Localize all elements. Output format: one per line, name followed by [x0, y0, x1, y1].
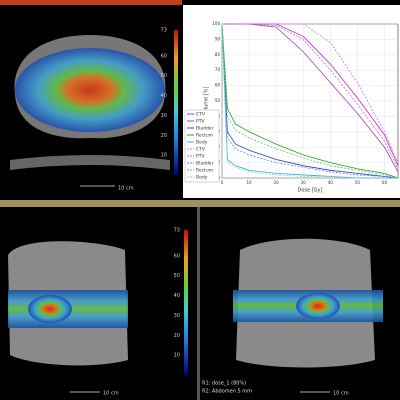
dvh-curve: [221, 23, 399, 179]
dvh-curve: [222, 23, 399, 163]
colorbar-tick-label: 30: [174, 313, 180, 319]
legend-label: Rectum: [196, 133, 213, 139]
dvh-curve: [222, 23, 399, 173]
coronal-view: R1: dose_1 (80%) R2: Abdomen 5 mm 10 cm: [202, 238, 383, 397]
table: [10, 155, 170, 170]
colorbar-tick-label: 40: [161, 93, 167, 99]
y-tick-label: 70: [215, 67, 221, 72]
legend-label: Bladder: [196, 161, 214, 167]
colorbar-tick-label: 73: [174, 228, 180, 234]
dvh-curve: [221, 23, 398, 179]
colorbar-tick-label: 10: [174, 353, 180, 359]
colorbar: [184, 230, 188, 375]
colorbar-tick-label: 40: [174, 293, 180, 299]
info-line: R2: Abdomen 5 mm: [202, 389, 252, 395]
x-tick-label: 30: [301, 180, 307, 185]
legend-label: CTV: [196, 112, 206, 118]
colorbar: [174, 30, 178, 175]
x-tick-label: 20: [274, 180, 280, 185]
colorbar-tick-label: 20: [174, 333, 180, 339]
y-axis-label: Volume [%]: [204, 87, 210, 116]
colorbar-tick-label: 50: [161, 73, 167, 79]
dvh-curve: [221, 23, 399, 179]
legend-label: Bladder: [196, 126, 214, 132]
y-tick-label: 80: [215, 52, 221, 57]
info-line: R1: dose_1 (80%): [202, 381, 246, 387]
x-axis-label: Dose [Gy]: [298, 188, 323, 194]
colorbar-tick-label: 30: [161, 113, 167, 119]
target-dose: [296, 293, 340, 319]
x-tick-label: 0: [221, 180, 224, 185]
scale-label: 10 cm: [118, 186, 134, 192]
legend-label: PTV: [196, 119, 205, 125]
target-dose: [28, 295, 72, 323]
legend-label: Rectum: [196, 168, 213, 174]
sagittal-view: 10 cm: [8, 230, 188, 397]
colorbar-tick-label: 20: [161, 133, 167, 139]
x-tick-label: 60: [382, 180, 388, 185]
x-tick-label: 50: [355, 180, 361, 185]
legend-label: CTV: [196, 147, 206, 153]
legend-label: PTV: [196, 154, 205, 160]
divider: [0, 200, 400, 207]
colorbar-tick-label: 10: [161, 153, 167, 159]
scale-label: 10 cm: [333, 391, 349, 397]
colorbar-tick-label: 73: [161, 28, 167, 34]
y-tick-label: 100: [212, 21, 220, 26]
scale-label: 10 cm: [103, 391, 119, 397]
legend-label: Body: [196, 140, 208, 146]
x-tick-label: 10: [247, 180, 253, 185]
y-tick-label: 90: [215, 36, 221, 41]
dvh-curve: [221, 23, 399, 179]
y-tick-label: 50: [215, 98, 221, 103]
legend-label: Body: [196, 175, 208, 181]
y-tick-label: 60: [215, 83, 221, 88]
dose-wash: [15, 48, 165, 132]
toolbar: [0, 0, 182, 5]
colorbar-tick-label: 60: [161, 53, 167, 59]
colorbar-tick-label: 60: [174, 253, 180, 259]
x-tick-label: 40: [328, 180, 334, 185]
colorbar-tick-label: 50: [174, 273, 180, 279]
axial-view: 10 cm: [10, 30, 178, 192]
divider: [197, 207, 200, 400]
